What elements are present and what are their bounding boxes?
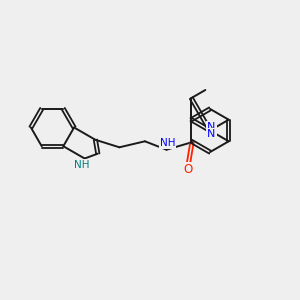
Text: O: O xyxy=(183,163,192,176)
Text: NH: NH xyxy=(74,160,89,170)
Text: NH: NH xyxy=(160,138,175,148)
Text: N: N xyxy=(207,122,216,132)
Text: N: N xyxy=(207,129,216,139)
